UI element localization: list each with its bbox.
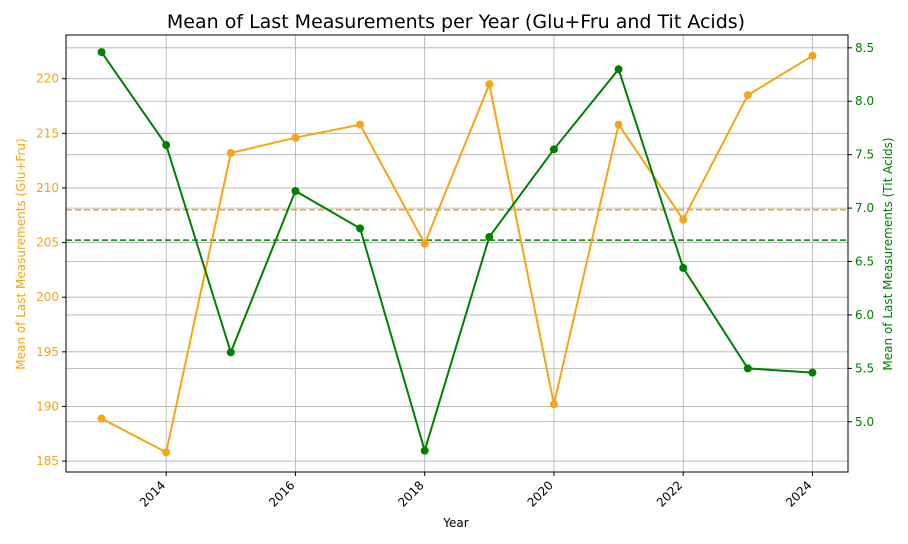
- point-glu-fru-2014: [162, 448, 171, 457]
- right-tick-label-8: 8.0: [855, 94, 874, 108]
- left-tick-label-200: 200: [36, 290, 59, 304]
- point-tit-acids-2021: [614, 65, 623, 74]
- point-glu-fru-2021: [614, 120, 623, 129]
- point-glu-fru-2015: [226, 148, 235, 157]
- x-axis-label: Year: [442, 516, 468, 530]
- left-tick-label-195: 195: [36, 345, 59, 359]
- point-tit-acids-2017: [356, 224, 365, 233]
- chart-title: Mean of Last Measurements per Year (Glu+…: [167, 11, 745, 33]
- point-glu-fru-2022: [679, 215, 688, 224]
- point-tit-acids-2019: [485, 232, 494, 241]
- point-glu-fru-2018: [420, 239, 429, 248]
- point-tit-acids-2016: [291, 186, 300, 195]
- point-tit-acids-2018: [420, 446, 429, 455]
- right-tick-label-6.5: 6.5: [855, 255, 874, 269]
- right-tick-label-5.5: 5.5: [855, 361, 874, 375]
- left-tick-label-215: 215: [36, 126, 59, 140]
- series-lines: [97, 48, 817, 457]
- left-tick-label-210: 210: [36, 181, 59, 195]
- right-y-axis-label: Mean of Last Measurements (Tit Acids): [881, 137, 895, 370]
- left-tick-label-190: 190: [36, 399, 59, 413]
- point-glu-fru-2017: [356, 120, 365, 129]
- left-y-axis-label: Mean of Last Measurements (Glu+Fru): [14, 138, 28, 369]
- point-tit-acids-2015: [226, 348, 235, 357]
- point-glu-fru-2019: [485, 80, 494, 89]
- series-line-tit-acids: [100, 51, 813, 455]
- point-tit-acids-2013: [97, 48, 106, 57]
- right-tick-label-7.5: 7.5: [855, 148, 874, 162]
- point-glu-fru-2016: [291, 133, 300, 142]
- right-tick-label-5: 5.0: [855, 415, 874, 429]
- point-tit-acids-2024: [808, 368, 817, 377]
- right-y-axis: 5.0 5.5 6.0 6.5 7.0 7.5 8.0 8.5: [848, 41, 874, 429]
- right-tick-label-8.5: 8.5: [855, 41, 874, 55]
- point-tit-acids-2023: [743, 364, 752, 373]
- left-tick-label-220: 220: [36, 72, 59, 86]
- point-glu-fru-2024: [808, 51, 817, 60]
- left-tick-label-205: 205: [36, 236, 59, 250]
- right-tick-label-7: 7.0: [855, 201, 874, 215]
- right-tick-label-6: 6.0: [855, 308, 874, 322]
- plot-frame: [65, 34, 849, 473]
- point-glu-fru-2023: [743, 91, 752, 100]
- left-y-axis: 185 190 195 200 205 210 215 220: [36, 72, 66, 468]
- point-glu-fru-2020: [549, 400, 558, 409]
- point-glu-fru-2013: [97, 414, 106, 423]
- left-tick-label-185: 185: [36, 454, 59, 468]
- point-tit-acids-2020: [549, 145, 558, 154]
- point-tit-acids-2022: [679, 263, 688, 272]
- point-tit-acids-2014: [162, 141, 171, 150]
- series-line-glu-fru: [101, 54, 814, 454]
